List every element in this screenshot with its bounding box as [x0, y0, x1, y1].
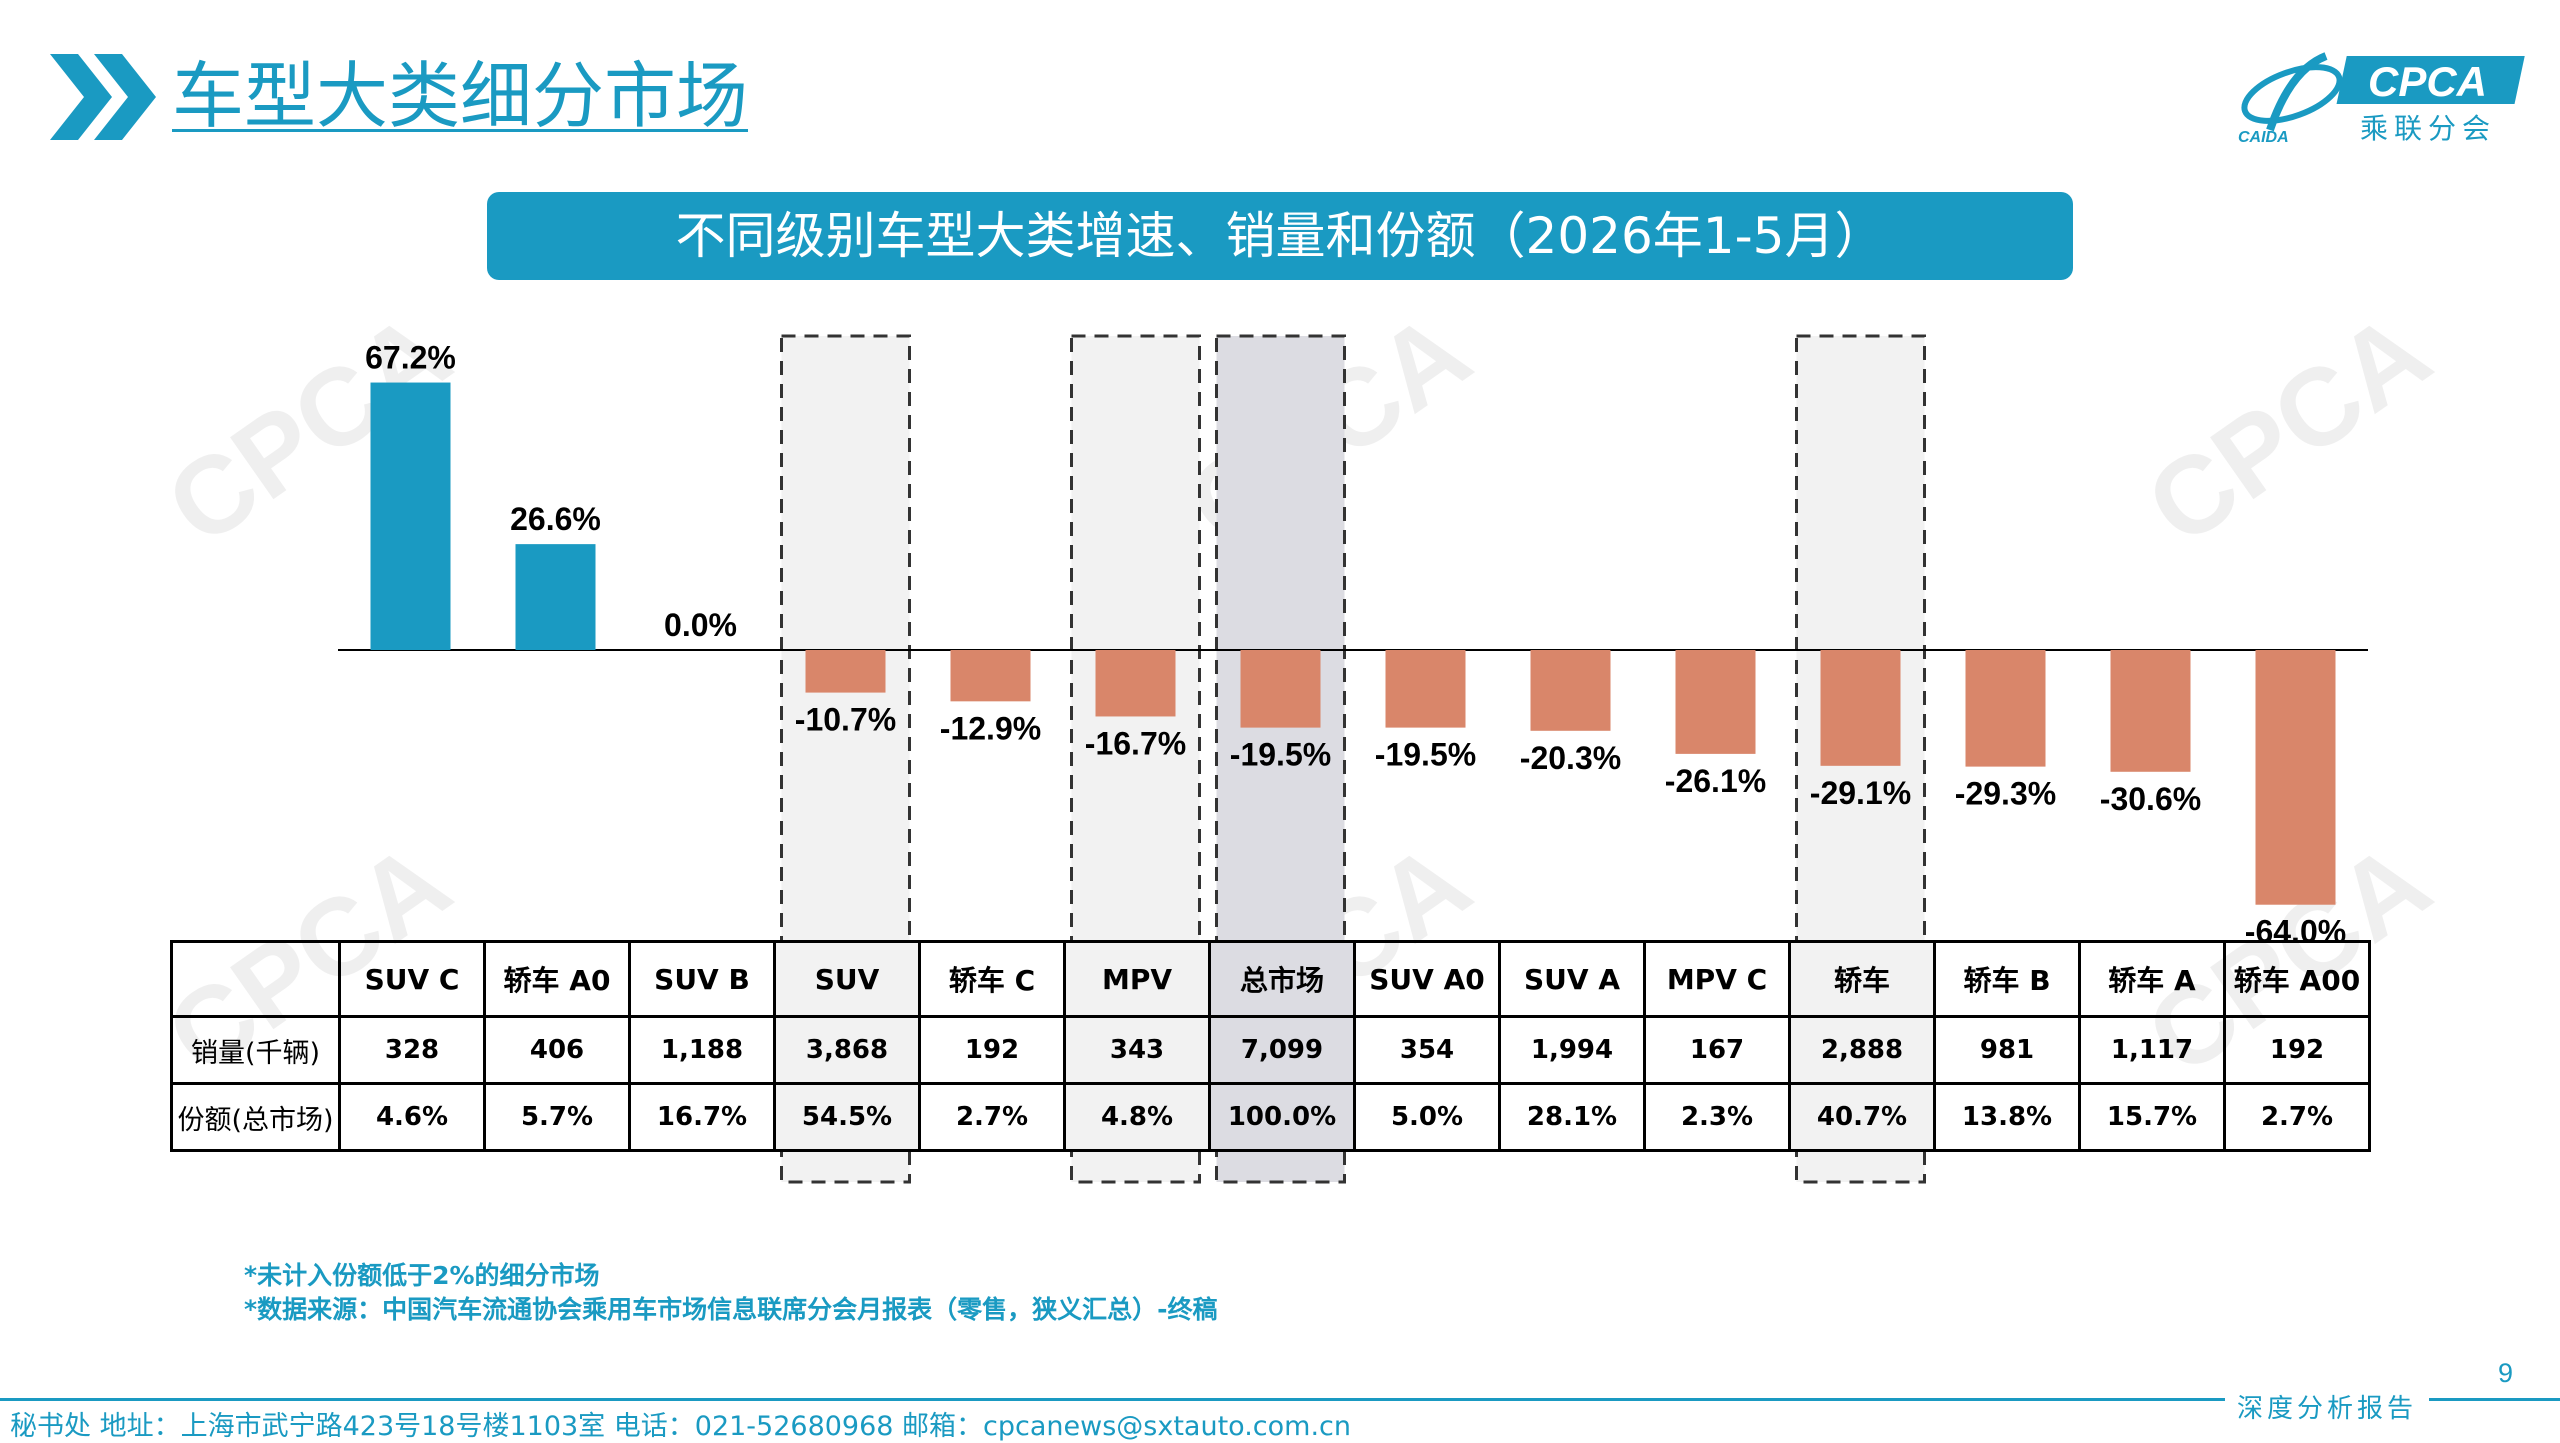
data-label-1: 26.6% — [510, 501, 601, 537]
table-header-cell: SUV C — [338, 940, 486, 1018]
footnote-source: *数据来源：中国汽车流通协会乘用车市场信息联席分会月报表（零售，狭义汇总）-终稿 — [244, 1295, 1218, 1324]
table-row-label: 份额(总市场) — [170, 1082, 341, 1152]
data-label-3: -10.7% — [795, 702, 896, 738]
table-cell: 1,994 — [1498, 1015, 1646, 1085]
logo-subtitle-text: 乘联分会 — [2360, 113, 2496, 144]
bar-1 — [515, 544, 596, 650]
table-cell: 192 — [2223, 1015, 2371, 1085]
table-cell: 16.7% — [628, 1082, 776, 1152]
table-cell: 343 — [1063, 1015, 1211, 1085]
bar-6 — [1240, 650, 1321, 728]
table-cell: 13.8% — [1933, 1082, 2081, 1152]
table-cell: 167 — [1643, 1015, 1791, 1085]
data-label-9: -26.1% — [1665, 763, 1766, 799]
table-header-cell: SUV A0 — [1353, 940, 1501, 1018]
table-cell: 5.0% — [1353, 1082, 1501, 1152]
table-header-cell: SUV — [773, 940, 921, 1018]
table-cell: 1,188 — [628, 1015, 776, 1085]
table-cell: 2.7% — [918, 1082, 1066, 1152]
logo-brand-text: CPCA — [2368, 58, 2487, 105]
logo-small-text: CAIDA — [2238, 129, 2289, 146]
chevron-double-right-icon — [50, 54, 156, 140]
table-row: 销量(千辆) 328 406 1,188 3,868 192 343 7,099 354 1,99… — [170, 1015, 2371, 1085]
table-cell: 54.5% — [773, 1082, 921, 1152]
table-header-cell: 轿车 A0 — [483, 940, 631, 1018]
bar-9 — [1675, 650, 1756, 754]
table-cell: 2,888 — [1788, 1015, 1936, 1085]
table-header-cell: 轿车 A00 — [2223, 940, 2371, 1018]
data-label-0: 67.2% — [365, 340, 456, 376]
table-cell: 981 — [1933, 1015, 2081, 1085]
data-label-12: -30.6% — [2100, 781, 2201, 817]
table-header-cell: 轿车 B — [1933, 940, 2081, 1018]
bar-4 — [950, 650, 1031, 702]
data-label-8: -20.3% — [1520, 740, 1621, 776]
bar-12 — [2110, 650, 2191, 772]
table-cell: 15.7% — [2078, 1082, 2226, 1152]
data-label-11: -29.3% — [1955, 776, 2056, 812]
table-cell: 406 — [483, 1015, 631, 1085]
data-label-5: -16.7% — [1085, 725, 1186, 761]
table-cell: 192 — [918, 1015, 1066, 1085]
table-cell: 1,117 — [2078, 1015, 2226, 1085]
table-cell: 2.3% — [1643, 1082, 1791, 1152]
data-label-4: -12.9% — [940, 710, 1041, 746]
table-cell: 4.6% — [338, 1082, 486, 1152]
bar-10 — [1820, 650, 1901, 766]
table-header-cell: SUV B — [628, 940, 776, 1018]
data-label-7: -19.5% — [1375, 737, 1476, 773]
cpca-logo: CAIDA CPCA 乘联分会 — [2238, 52, 2525, 146]
table-header-cell: MPV C — [1643, 940, 1791, 1018]
footer-tag: 深度分析报告 — [2225, 1388, 2430, 1425]
bar-8 — [1530, 650, 1611, 731]
data-label-6: -19.5% — [1230, 737, 1331, 773]
table-header-cell: 轿车 — [1788, 940, 1936, 1018]
table-cell: 4.8% — [1063, 1082, 1211, 1152]
footer-divider — [0, 1398, 2560, 1401]
bar-0 — [370, 382, 451, 650]
table-cell: 328 — [338, 1015, 486, 1085]
table-header-cell: 总市场 — [1208, 940, 1356, 1018]
table-cell: 28.1% — [1498, 1082, 1646, 1152]
table-cell: 3,868 — [773, 1015, 921, 1085]
data-label-2: 0.0% — [664, 607, 737, 643]
bar-13 — [2255, 650, 2336, 905]
table-cell: 40.7% — [1788, 1082, 1936, 1152]
table-header-cell: 轿车 C — [918, 940, 1066, 1018]
table-header-cell: 轿车 A — [2078, 940, 2226, 1018]
table-header-cell: SUV A — [1498, 940, 1646, 1018]
table-cell: 5.7% — [483, 1082, 631, 1152]
table-corner-cell — [170, 940, 341, 1018]
bar-7 — [1385, 650, 1466, 728]
table-cell: 2.7% — [2223, 1082, 2371, 1152]
table-cell: 100.0% — [1208, 1082, 1356, 1152]
bar-5 — [1095, 650, 1176, 717]
footnote-share: *未计入份额低于2%的细分市场 — [244, 1261, 600, 1290]
table-row-label: 销量(千辆) — [170, 1015, 341, 1085]
chart-subtitle: 不同级别车型大类增速、销量和份额（2026年1-5月） — [487, 192, 2073, 280]
bar-11 — [1965, 650, 2046, 767]
bar-3 — [805, 650, 886, 693]
table-row: 份额(总市场) 4.6% 5.7% 16.7% 54.5% 2.7% 4.8% 100.0% 5… — [170, 1082, 2371, 1152]
data-label-10: -29.1% — [1810, 775, 1911, 811]
page-number: 9 — [2498, 1358, 2514, 1388]
page-title: 车型大类细分市场 — [172, 54, 749, 138]
table-cell: 354 — [1353, 1015, 1501, 1085]
table-cell: 7,099 — [1208, 1015, 1356, 1085]
footer-contact: 秘书处 地址：上海市武宁路423号18号楼1103室 电话：021-526809… — [10, 1411, 1352, 1442]
table-header-cell: MPV — [1063, 940, 1211, 1018]
